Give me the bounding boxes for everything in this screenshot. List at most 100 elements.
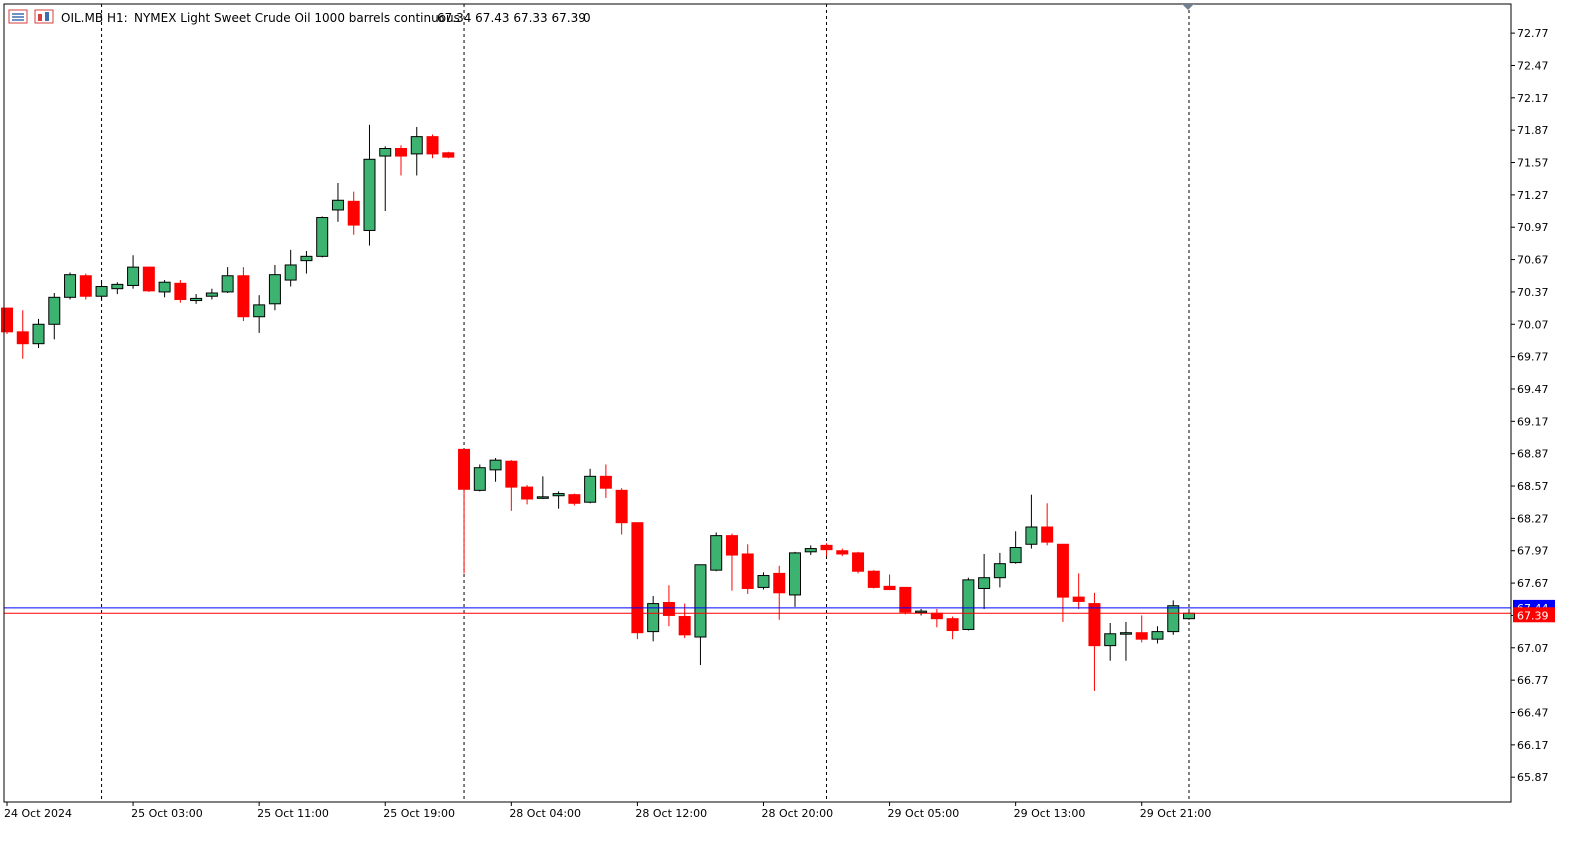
candle bbox=[678, 603, 691, 639]
candle-body-bullish bbox=[757, 575, 770, 588]
candle bbox=[142, 266, 155, 292]
candle bbox=[1167, 600, 1180, 635]
candle-body-bullish bbox=[363, 158, 376, 231]
candle-body-bullish bbox=[962, 579, 975, 630]
price-tick-label: 71.57 bbox=[1517, 157, 1549, 170]
candle-body-bullish bbox=[978, 577, 991, 589]
time-tick-label: 25 Oct 19:00 bbox=[383, 807, 455, 820]
candle bbox=[915, 608, 928, 616]
candle-body-bullish bbox=[111, 283, 124, 290]
candle bbox=[852, 551, 865, 574]
candle bbox=[867, 570, 880, 589]
price-tick-label: 68.57 bbox=[1517, 480, 1549, 493]
candle-body-bullish bbox=[536, 496, 549, 499]
price-tick-label: 67.97 bbox=[1517, 545, 1549, 558]
candle bbox=[410, 126, 423, 176]
candle-body-bullish bbox=[710, 535, 723, 571]
time-axis[interactable]: 24 Oct 2024 25 Oct 03:00 25 Oct 11:00 25 Oc… bbox=[4, 802, 1211, 820]
candle-body-bullish bbox=[915, 610, 928, 614]
candle bbox=[1009, 531, 1022, 564]
candle-body-bullish bbox=[473, 467, 486, 491]
candle-body-bearish bbox=[347, 200, 360, 226]
candle bbox=[820, 543, 833, 557]
plot-frame bbox=[3, 3, 1512, 803]
price-axis[interactable]: 72.77 72.47 72.17 71.87 71.57 71.27 70.97 70.67… bbox=[1511, 27, 1555, 784]
candle bbox=[473, 464, 486, 492]
candle bbox=[16, 310, 29, 359]
symbol-name: OIL.MB bbox=[61, 11, 103, 25]
candle-body-bearish bbox=[615, 489, 628, 524]
time-tick-label: 25 Oct 11:00 bbox=[257, 807, 329, 820]
candle-body-bearish bbox=[820, 544, 833, 551]
price-tick-label: 72.77 bbox=[1517, 27, 1549, 40]
price-tick-label: 70.07 bbox=[1517, 318, 1549, 331]
candle-body-bullish bbox=[379, 148, 392, 157]
candle bbox=[789, 551, 801, 607]
candle-body-bearish bbox=[505, 460, 518, 488]
candle bbox=[883, 574, 896, 591]
candle bbox=[1025, 494, 1038, 549]
price-tick-label: 66.17 bbox=[1517, 739, 1549, 752]
bid-price-label: 67.39 bbox=[1517, 609, 1549, 622]
candle-body-bearish bbox=[946, 618, 959, 632]
bid-price-label-bg bbox=[1513, 607, 1555, 623]
candle-body-bullish bbox=[993, 563, 1006, 579]
candle bbox=[536, 476, 549, 499]
price-tick-label: 69.17 bbox=[1517, 415, 1549, 428]
candle-body-bearish bbox=[741, 553, 754, 589]
candle-body-bearish bbox=[79, 275, 92, 297]
time-tick-label: 29 Oct 21:00 bbox=[1140, 807, 1212, 820]
candle bbox=[647, 596, 660, 642]
shift-marker-icon[interactable] bbox=[1182, 4, 1194, 10]
candle bbox=[158, 280, 171, 298]
candle bbox=[599, 464, 612, 498]
candle bbox=[725, 533, 738, 591]
candle-body-bearish bbox=[599, 475, 612, 489]
candle-body-bullish bbox=[205, 292, 218, 297]
price-tick-label: 68.27 bbox=[1517, 512, 1549, 525]
candle-body-bearish bbox=[1072, 596, 1085, 602]
candle bbox=[316, 216, 329, 258]
candle-body-bearish bbox=[899, 586, 912, 613]
candle bbox=[48, 293, 61, 340]
price-tick-label: 70.67 bbox=[1517, 254, 1549, 267]
candle-body-bullish bbox=[1104, 633, 1117, 647]
candle bbox=[1088, 592, 1101, 691]
candle bbox=[521, 484, 534, 505]
candle-body-bullish bbox=[584, 475, 597, 503]
candle bbox=[331, 183, 344, 222]
candle bbox=[300, 250, 313, 274]
candle bbox=[489, 457, 502, 482]
candle-body-bullish bbox=[190, 297, 203, 302]
candle bbox=[395, 145, 407, 176]
session-separators bbox=[101, 4, 1190, 802]
candle bbox=[190, 294, 203, 304]
candle-body-bearish bbox=[1, 307, 13, 333]
candle bbox=[505, 460, 518, 511]
candle bbox=[773, 565, 786, 620]
candle bbox=[64, 272, 77, 300]
price-tick-label: 72.47 bbox=[1517, 59, 1549, 72]
candle bbox=[253, 295, 266, 333]
volume-value: 0 bbox=[583, 11, 591, 25]
candle-body-bearish bbox=[725, 535, 738, 556]
time-tick-label: 25 Oct 03:00 bbox=[131, 807, 203, 820]
menu-icon[interactable] bbox=[8, 9, 28, 24]
chart-settings-icon[interactable] bbox=[34, 9, 54, 24]
candle-body-bearish bbox=[237, 275, 250, 318]
candle-body-bearish bbox=[631, 522, 644, 634]
time-tick-label: 24 Oct 2024 bbox=[4, 807, 72, 820]
candle-body-bearish bbox=[773, 572, 786, 594]
candle-body-bearish bbox=[930, 612, 943, 620]
candle-body-bearish bbox=[852, 552, 865, 572]
candle-body-bullish bbox=[694, 564, 707, 638]
candle bbox=[1104, 622, 1117, 661]
candle bbox=[757, 572, 770, 590]
ohlc-values: 67.34 67.43 67.33 67.39 bbox=[437, 11, 586, 25]
candle-body-bullish bbox=[268, 274, 281, 305]
candle-body-bullish bbox=[127, 266, 140, 286]
candle bbox=[79, 273, 92, 300]
timeframe: H1: bbox=[107, 11, 128, 25]
